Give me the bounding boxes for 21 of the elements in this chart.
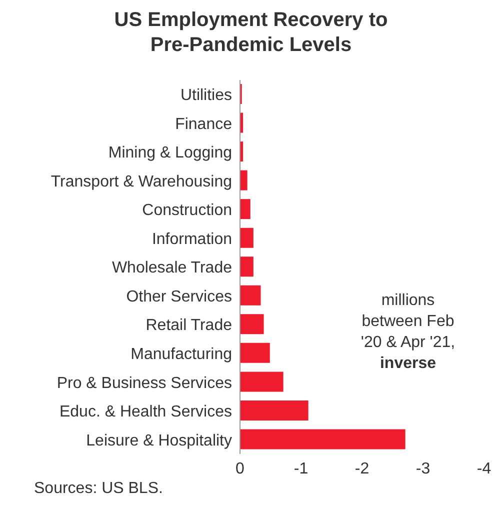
annotation: inverse: [380, 355, 436, 372]
y-tick-label: Pro & Business Services: [56, 374, 232, 392]
x-tick-label: -3: [416, 460, 430, 478]
y-tick-label: Wholesale Trade: [112, 260, 232, 277]
x-tick-label: -4: [476, 460, 492, 478]
y-tick-label: Educ. & Health Services: [59, 404, 232, 421]
y-tick-label: Construction: [142, 202, 232, 220]
source-note: Sources: US BLS.: [34, 480, 163, 498]
x-tick-label: -2: [354, 460, 370, 478]
y-tick-label: Finance: [175, 116, 232, 133]
x-tick-label: 0: [236, 460, 245, 478]
y-tick-label: Manufacturing: [130, 346, 232, 363]
y-tick-label: Leisure & Hospitality: [86, 432, 232, 450]
y-tick-label: Retail Trade: [146, 317, 232, 334]
y-tick-label: Other Services: [126, 288, 232, 306]
x-tick-label: -1: [294, 460, 308, 478]
y-tick-label: Utilities: [180, 87, 232, 104]
y-tick-label: Mining & Logging: [108, 144, 232, 162]
y-tick-label: Transport & Warehousing: [50, 173, 232, 190]
chart-title: US Employment Recovery to Pre-Pandemic Levels: [113, 8, 389, 58]
y-tick-label: Information: [152, 230, 232, 248]
